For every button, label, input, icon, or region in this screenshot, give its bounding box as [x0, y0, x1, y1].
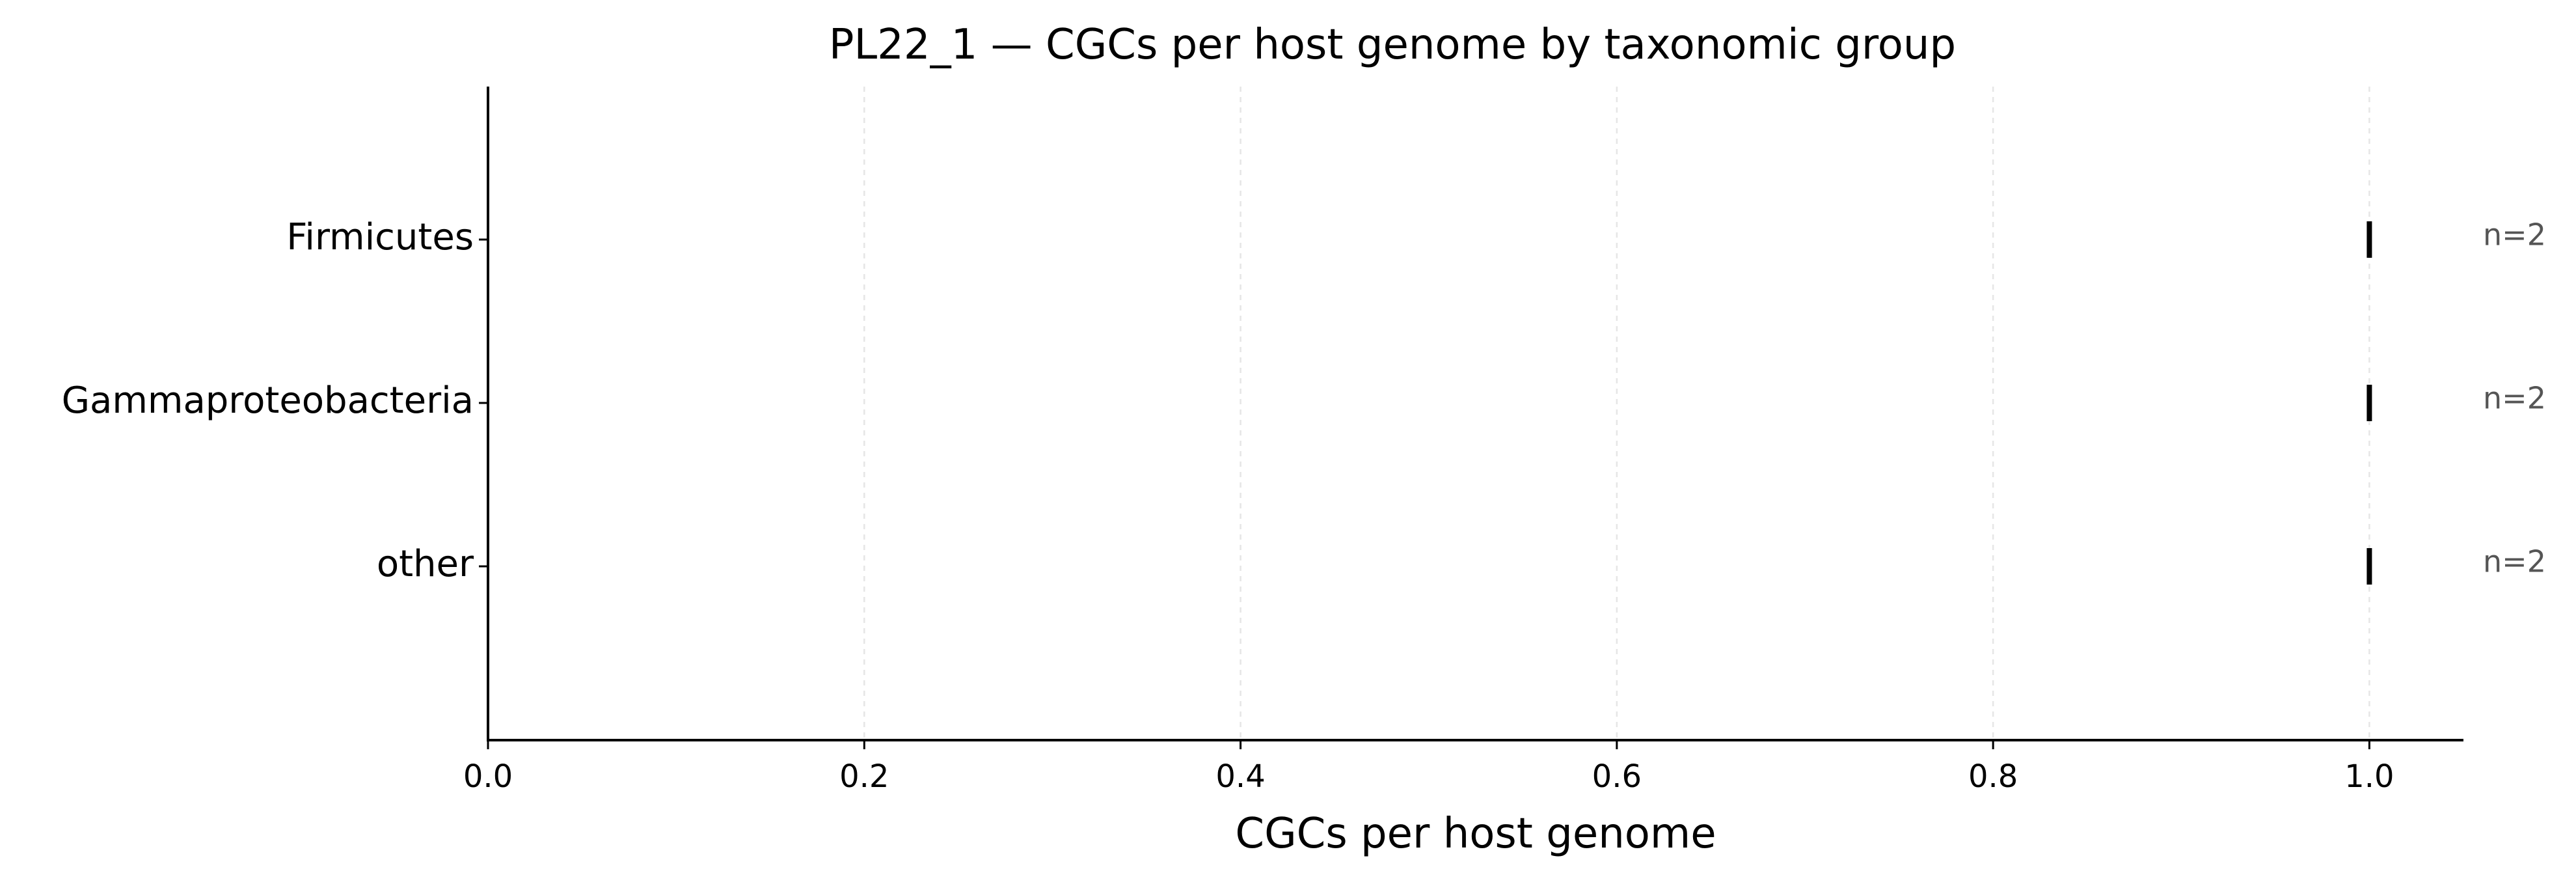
count-label-other: n=2 — [2483, 544, 2546, 579]
y-tick-label-gammaproteobacteria: Gammaproteobacteria — [62, 380, 474, 422]
chart-title: PL22_1 — CGCs per host genome by taxonom… — [829, 21, 1956, 69]
y-tick-label-firmicutes: Firmicutes — [286, 216, 474, 258]
count-label-gammaproteobacteria: n=2 — [2483, 381, 2546, 416]
x-axis-label: CGCs per host genome — [1235, 810, 1716, 858]
x-tick-label: 0.6 — [1592, 758, 1642, 795]
x-tick-label: 0.0 — [463, 758, 513, 795]
y-axis-ticks: Firmicutes Gammaproteobacteria other — [62, 216, 488, 585]
grid-lines — [863, 87, 2370, 740]
y-tick-label-other: other — [377, 543, 474, 585]
count-label-firmicutes: n=2 — [2483, 217, 2546, 253]
x-axis-ticks: 0.0 0.2 0.4 0.6 0.8 1.0 — [463, 740, 2394, 795]
x-tick-label: 0.8 — [1968, 758, 2018, 795]
x-tick-label: 0.2 — [839, 758, 889, 795]
x-tick-label: 0.4 — [1215, 758, 1265, 795]
data-marks: n=2 n=2 n=2 — [2366, 217, 2546, 585]
x-tick-label: 1.0 — [2344, 758, 2394, 795]
